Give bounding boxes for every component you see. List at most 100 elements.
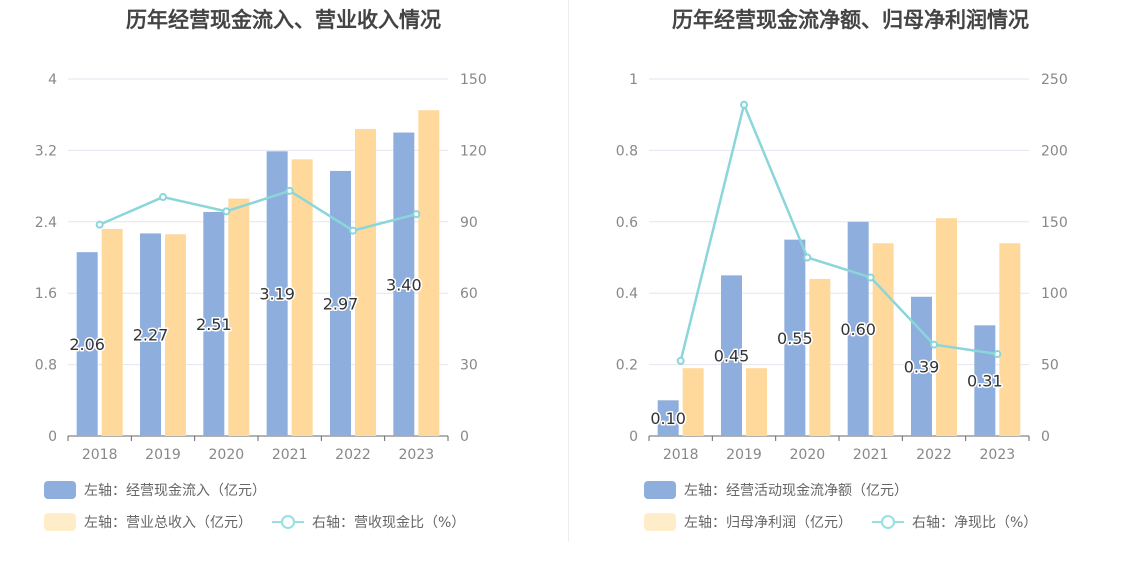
legend-label: 左轴：营业总收入（亿元）: [84, 515, 252, 531]
line-point-4: [930, 340, 938, 349]
left-axis-tick-label: 2.4: [35, 215, 57, 231]
right-axis-tick-label: 120: [460, 143, 487, 159]
x-axis-tick-label: 2021: [272, 447, 308, 463]
bar-data-label: 0.39: [904, 357, 940, 376]
bar-2-series-0: [784, 239, 806, 436]
line-point-3: [285, 186, 294, 195]
legend-label: 左轴：经营活动现金流净额（亿元）: [684, 483, 908, 499]
bar-3-series-0: [266, 151, 288, 437]
bar-data-label: 0.55: [777, 329, 813, 348]
x-axis-tick-label: 2022: [335, 447, 371, 463]
line-point-5: [993, 350, 1002, 359]
legend-item-ratio[interactable]: 右轴：营收现金比（%）: [272, 512, 465, 532]
x-axis-tick-label: 2021: [853, 447, 889, 463]
panel-divider: [568, 0, 569, 542]
bar-data-label: 3.40: [386, 275, 422, 294]
chart-plot-right: 0 0 0.2 50 0.4 100 0.6 150 0.8 200 1 250 2018 2019 202…: [616, 72, 1068, 463]
line-point-2: [222, 207, 231, 216]
right-axis-tick-label: 200: [1041, 143, 1068, 159]
x-axis-tick-label: 2022: [916, 447, 952, 463]
legend-swatch-bar-icon: [44, 481, 76, 499]
left-axis-tick-label: 1.6: [35, 286, 57, 302]
bar-data-label: 2.97: [323, 294, 359, 313]
bar-1-series-0: [721, 275, 742, 436]
bar-data-label: 2.27: [133, 326, 169, 345]
bar-0-series-0: [76, 252, 98, 436]
line-point-4: [349, 226, 357, 235]
left-axis-tick-label: 0.6: [616, 215, 638, 231]
right-axis-tick-label: 90: [460, 215, 478, 231]
left-axis-tick-label: 3.2: [35, 143, 57, 159]
right-axis-tick-label: 0: [460, 429, 469, 445]
legend-item-inflow[interactable]: 左轴：经营现金流入（亿元）: [44, 480, 266, 500]
line-point-3: [866, 273, 875, 282]
right-axis-tick-label: 0: [1041, 429, 1050, 445]
ratio-line: [679, 100, 998, 362]
legend-label: 右轴：净现比（%）: [912, 515, 1038, 531]
bar-4-series-0: [330, 170, 351, 437]
legend-swatch-line-icon: [872, 513, 904, 531]
left-axis-tick-label: 0.4: [616, 286, 638, 302]
x-axis-tick-label: 2020: [790, 447, 826, 463]
line-point-0: [676, 356, 685, 365]
line-point-5: [412, 210, 421, 219]
bar-0-series-1: [101, 228, 123, 436]
bar-data-label: 0.10: [650, 409, 686, 428]
x-axis-tick-label: 2020: [209, 447, 245, 463]
legend-label: 左轴：经营现金流入（亿元）: [84, 483, 266, 499]
x-axis-tick-label: 2018: [663, 447, 699, 463]
right-axis-tick-label: 100: [1041, 286, 1068, 302]
bar-3-series-1: [291, 159, 313, 436]
left-axis-tick-label: 0.2: [616, 358, 638, 374]
legend-row: 左轴：经营现金流入（亿元）: [44, 478, 286, 502]
left-axis-tick-label: 0: [629, 429, 638, 445]
legend-item-net-cashflow[interactable]: 左轴：经营活动现金流净额（亿元）: [644, 480, 908, 500]
chart-panel-left: 历年经营现金流入、营业收入情况 0 0 0.8 30 1.6 60 2.4 90 3.2 120 4…: [35, 8, 487, 532]
left-axis-tick-label: 0: [48, 429, 57, 445]
left-axis-tick-label: 0.8: [35, 358, 57, 374]
bar-1-series-1: [746, 368, 767, 436]
bar-3-series-1: [872, 243, 894, 436]
bar-1-series-0: [140, 233, 161, 436]
legend-item-cash-ratio[interactable]: 右轴：净现比（%）: [872, 512, 1037, 532]
legend-label: 右轴：营收现金比（%）: [312, 515, 466, 531]
line-point-1: [159, 193, 167, 202]
right-axis-tick-label: 150: [1041, 215, 1068, 231]
line-point-2: [803, 253, 812, 262]
bar-2-series-1: [809, 278, 831, 436]
x-axis-tick-label: 2019: [726, 447, 762, 463]
legend-item-revenue[interactable]: 左轴：营业总收入（亿元）: [44, 512, 252, 532]
bar-data-label: 0.45: [714, 347, 750, 366]
bar-data-label: 3.19: [259, 285, 295, 304]
bar-data-label: 0.31: [967, 372, 1003, 391]
legend-label: 左轴：归母净利润（亿元）: [684, 515, 852, 531]
bar-5-series-1: [999, 243, 1021, 436]
x-axis-tick-label: 2018: [82, 447, 118, 463]
left-axis-tick-label: 4: [48, 72, 57, 88]
right-axis-tick-label: 50: [1041, 358, 1059, 374]
bar-5-series-1: [418, 110, 440, 437]
x-axis-tick-label: 2023: [399, 447, 435, 463]
bar-0-series-0: [657, 400, 679, 436]
legend-swatch-bar-icon: [44, 513, 76, 531]
ratio-line: [99, 189, 417, 232]
x-axis-tick-label: 2023: [980, 447, 1016, 463]
bar-4-series-1: [355, 128, 376, 437]
bar-2-series-0: [203, 211, 225, 436]
right-axis-tick-label: 150: [460, 72, 487, 88]
line-point-1: [740, 100, 748, 109]
legend-item-net-profit[interactable]: 左轴：归母净利润（亿元）: [644, 512, 852, 532]
x-axis-tick-label: 2019: [145, 447, 181, 463]
chart-title: 历年经营现金流净额、归母净利润情况: [672, 8, 1029, 32]
bar-4-series-0: [911, 296, 932, 436]
chart-panel-right: 历年经营现金流净额、归母净利润情况 0 0 0.2 50 0.4 100 0.6 150 0.8…: [567, 0, 1134, 582]
bar-5-series-0: [393, 132, 415, 437]
legend-row: 左轴：归母净利润（亿元） 右轴：净现比（%）: [644, 510, 1057, 534]
bar-data-label: 0.60: [840, 320, 876, 339]
left-axis-tick-label: 0.8: [616, 143, 638, 159]
bar-data-label: 2.06: [69, 335, 105, 354]
right-axis-tick-label: 30: [460, 358, 478, 374]
bar-4-series-1: [936, 218, 957, 436]
line-point-0: [95, 220, 104, 229]
right-axis-tick-label: 60: [460, 286, 478, 302]
